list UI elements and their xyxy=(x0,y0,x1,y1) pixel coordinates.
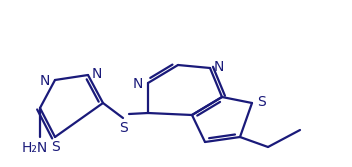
Text: N: N xyxy=(40,74,50,88)
Text: S: S xyxy=(119,121,127,135)
Text: N: N xyxy=(92,67,102,81)
Text: S: S xyxy=(258,95,266,109)
Text: N: N xyxy=(214,60,224,74)
Text: N: N xyxy=(133,77,143,91)
Text: H₂N: H₂N xyxy=(22,141,48,155)
Text: S: S xyxy=(51,140,59,154)
